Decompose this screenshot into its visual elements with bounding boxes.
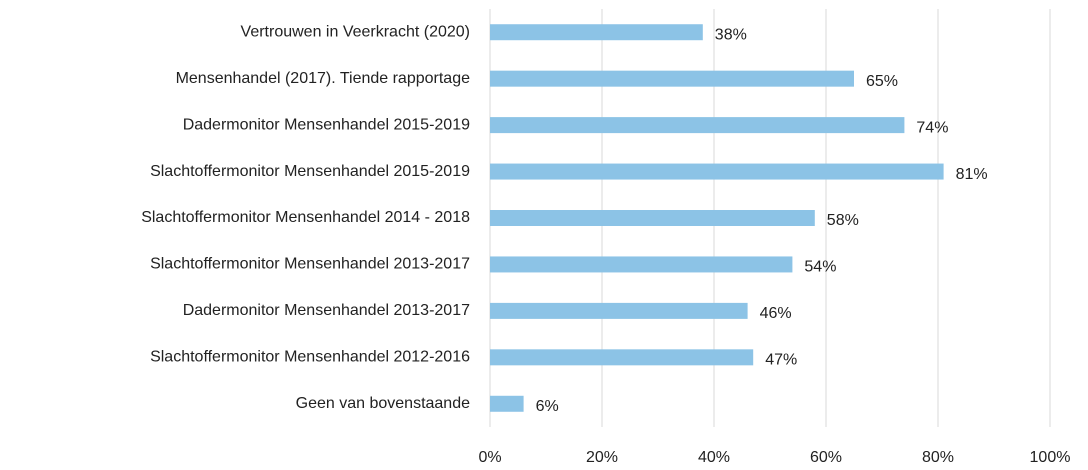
- y-tick-label: Slachtoffermonitor Mensenhandel 2013-201…: [150, 256, 470, 273]
- data-label: 38%: [715, 26, 747, 43]
- bar: [490, 256, 793, 273]
- y-tick-label: Slachtoffermonitor Mensenhandel 2014 - 2…: [141, 209, 470, 226]
- bar: [490, 210, 815, 226]
- x-tick-label: 0%: [478, 449, 501, 466]
- bar: [490, 70, 854, 87]
- y-tick-label: Mensenhandel (2017). Tiende rapportage: [176, 70, 471, 87]
- data-label: 47%: [765, 352, 797, 369]
- data-label: 81%: [956, 166, 988, 183]
- bar: [490, 24, 703, 41]
- y-tick-label: Slachtoffermonitor Mensenhandel 2012-201…: [150, 349, 470, 366]
- y-tick-label: Vertrouwen in Veerkracht (2020): [241, 23, 470, 40]
- x-tick-label: 20%: [586, 449, 618, 466]
- x-tick-label: 40%: [698, 449, 730, 466]
- bar: [490, 163, 944, 180]
- data-label: 74%: [916, 119, 948, 136]
- data-label: 58%: [827, 212, 859, 229]
- bar: [490, 117, 905, 134]
- data-label: 6%: [536, 398, 559, 415]
- y-tick-label: Dadermonitor Mensenhandel 2015-2019: [183, 116, 470, 133]
- data-label: 54%: [804, 259, 836, 276]
- data-label: 65%: [866, 73, 898, 90]
- x-tick-label: 80%: [922, 449, 954, 466]
- y-tick-label: Geen van bovenstaande: [296, 395, 470, 412]
- y-tick-label: Dadermonitor Mensenhandel 2013-2017: [183, 302, 470, 319]
- bar: [490, 395, 524, 412]
- y-tick-label: Slachtoffermonitor Mensenhandel 2015-201…: [150, 163, 470, 180]
- x-tick-label: 60%: [810, 449, 842, 466]
- data-label: 46%: [760, 305, 792, 322]
- bar: [490, 349, 754, 366]
- bar: [490, 302, 748, 319]
- x-tick-label: 100%: [1030, 449, 1071, 466]
